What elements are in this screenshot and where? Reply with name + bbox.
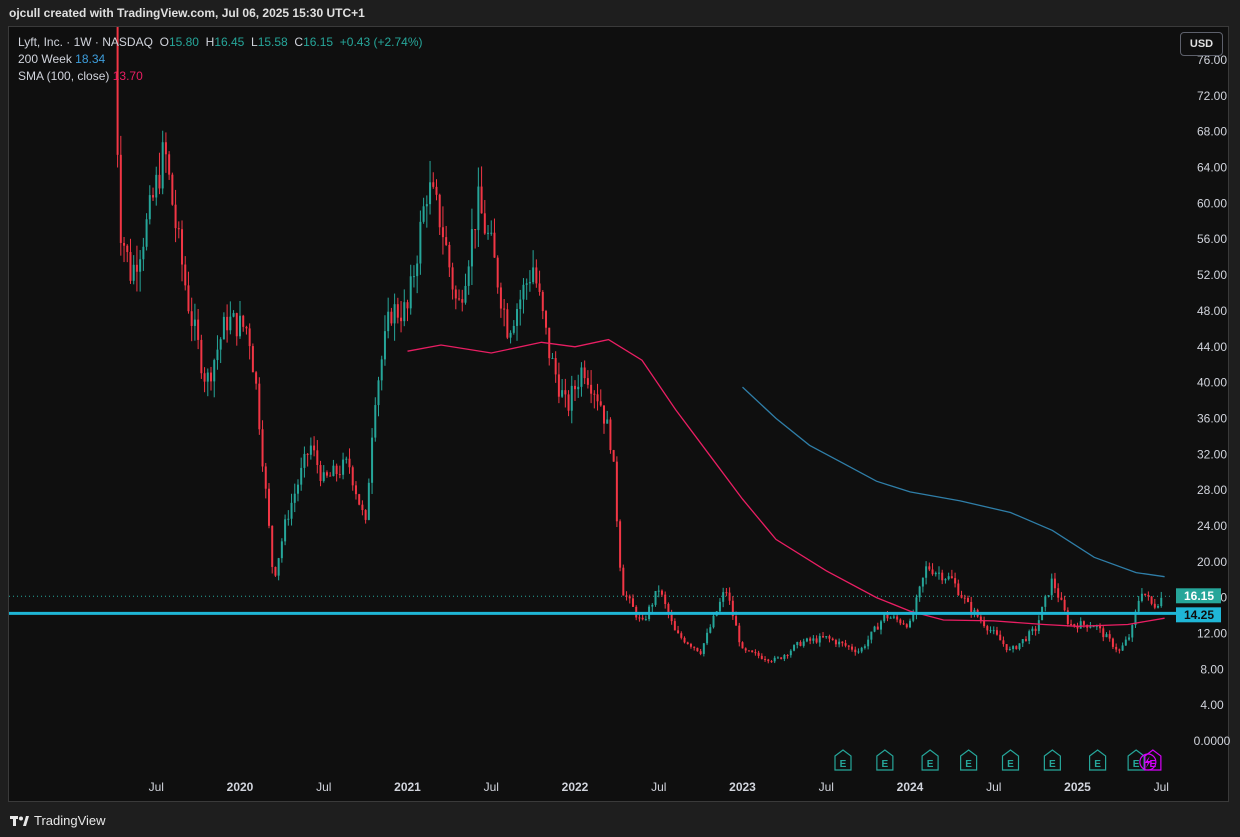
sma-value: 13.70 [112,69,143,83]
chart-frame[interactable] [8,26,1229,802]
bottom-bar: TradingView [0,803,1240,837]
close-label: C [294,35,304,49]
high-value: 16.45 [214,35,245,49]
close-value: 16.15 [303,35,334,49]
low-value: 15.58 [257,35,288,49]
chart-legend: Lyft, Inc. · 1W · NASDAQ O15.80 H16.45 L… [18,34,423,85]
tradingview-logo-icon [10,815,29,826]
currency-button[interactable]: USD [1180,32,1223,56]
open-label: O [159,35,169,49]
logo-text: TradingView [34,813,106,828]
attribution-text: ojcull created with TradingView.com, Jul… [9,6,365,20]
symbol-label[interactable]: Lyft, Inc. · 1W · NASDAQ [18,35,153,49]
ma200-row[interactable]: 200 Week 18.34 [18,51,423,68]
change-value: +0.43 (+2.74%) [339,35,423,49]
high-label: H [205,35,215,49]
ma200-value: 18.34 [75,52,106,66]
top-bar: ojcull created with TradingView.com, Jul… [0,0,1240,26]
tradingview-logo[interactable]: TradingView [10,813,106,828]
symbol-row: Lyft, Inc. · 1W · NASDAQ O15.80 H16.45 L… [18,34,423,51]
low-label: L [251,35,258,49]
sma-label: SMA (100, close) [18,69,110,83]
open-value: 15.80 [168,35,199,49]
ma200-label: 200 Week [18,52,72,66]
sma-row[interactable]: SMA (100, close) 13.70 [18,68,423,85]
